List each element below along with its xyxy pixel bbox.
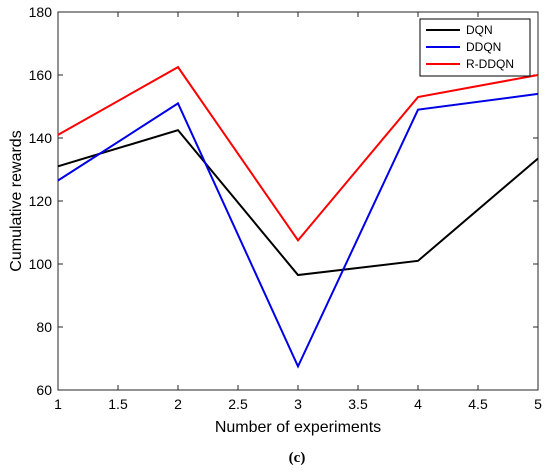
x-tick-label: 3.5: [348, 396, 368, 412]
x-tick-label: 1: [54, 396, 62, 412]
legend-label: DQN: [466, 23, 493, 37]
x-tick-label: 4.5: [468, 396, 488, 412]
y-tick-label: 180: [29, 4, 53, 20]
legend-label: R-DDQN: [466, 57, 514, 71]
legend-label: DDQN: [466, 40, 501, 54]
axis-ticks: 1 1.5 2 2.5 3 3.5 4 4.5 5 60 80 100 120 140 160 180: [29, 4, 542, 412]
x-axis-label: Number of experiments: [215, 419, 381, 436]
y-tick-label: 60: [36, 382, 52, 398]
y-tick-label: 140: [29, 130, 53, 146]
y-tick-label: 160: [29, 67, 53, 83]
y-axis-label: Cumulative rewards: [8, 130, 25, 271]
series-line-ddqn: [57, 92, 539, 369]
x-tick-label: 1.5: [108, 396, 128, 412]
x-tick-label: 3: [294, 396, 302, 412]
series-line-dqn: [57, 128, 539, 277]
y-tick-label: 100: [29, 256, 53, 272]
legend: DQN DDQN R-DDQN: [419, 18, 531, 77]
y-tick-label: 80: [36, 319, 52, 335]
x-tick-label: 2: [174, 396, 182, 412]
series-line-r-ddqn: [57, 65, 539, 243]
x-tick-label: 2.5: [228, 396, 248, 412]
figure-caption: (c): [289, 450, 306, 466]
series-lines: [57, 65, 539, 369]
x-tick-label: 4: [414, 396, 422, 412]
x-tick-label: 5: [534, 396, 542, 412]
y-tick-label: 120: [29, 193, 53, 209]
